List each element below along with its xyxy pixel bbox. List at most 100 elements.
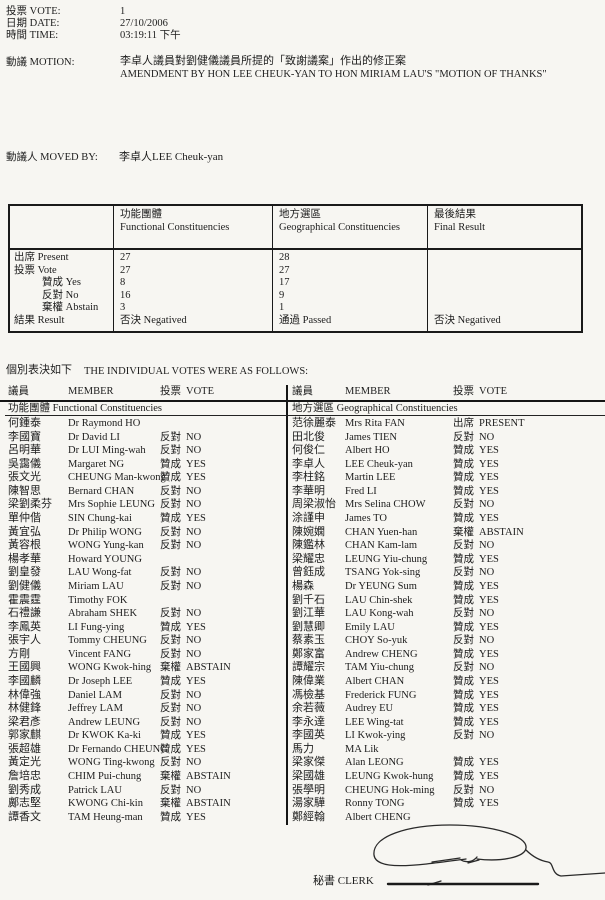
member-name-zh: 楊孝華: [8, 552, 41, 565]
member-vote-row: 湯家驊 Ronny TONG 贊成 YES: [287, 797, 605, 811]
time-label: 時間 TIME:: [6, 30, 59, 41]
member-vote-row: 何鍾泰 Dr Raymond HO: [5, 417, 286, 431]
header-geographical-en: Geographical Constituencies: [279, 221, 401, 233]
member-vote-row: 林健鋒 Jeffrey LAM 反對 NO: [5, 702, 286, 716]
member-vote-row: 黃定光 WONG Ting-kwong 反對 NO: [5, 756, 286, 770]
member-name-zh: 李國麟: [8, 674, 41, 687]
member-name-zh: 單仲偕: [8, 512, 41, 525]
member-vote-en: YES: [186, 811, 206, 823]
member-name-en: CHIM Pui-chung: [68, 771, 142, 783]
member-vote-zh: 反對: [160, 540, 181, 552]
member-col-en-left: MEMBER: [68, 386, 114, 397]
member-vote-zh: 贊成: [453, 771, 474, 783]
member-vote-row: 田北俊 James TIEN 反對 NO: [287, 431, 605, 445]
member-name-en: Mrs Rita FAN: [345, 418, 405, 429]
member-name-zh: 劉皇發: [8, 566, 41, 579]
member-name-en: LAU Kong-wah: [345, 608, 414, 620]
member-vote-en: YES: [479, 798, 499, 810]
geographical-constituencies-subheader: 地方選區 Geographical Constituencies: [288, 402, 605, 416]
member-vote-row: 李鳳英 LI Fung-ying 贊成 YES: [5, 621, 286, 635]
member-name-zh: 林偉強: [8, 688, 41, 701]
member-col-en-right: MEMBER: [345, 386, 391, 397]
member-vote-row: 何俊仁 Albert HO 贊成 YES: [287, 444, 605, 458]
summary-cell-line: 27: [120, 252, 131, 263]
member-name-zh: 劉健儀: [8, 579, 41, 592]
member-name-zh: 張文光: [8, 471, 41, 484]
member-vote-en: NO: [186, 580, 202, 592]
member-name-en: TSANG Yok-sing: [345, 567, 421, 579]
geographical-members-list: 范徐麗泰 Mrs Rita FAN 出席 PRESENT 田北俊 James T…: [287, 417, 605, 824]
member-name-zh: 呂明華: [8, 444, 41, 457]
member-vote-en: NO: [186, 485, 202, 497]
member-name-zh: 蔡素玉: [292, 634, 325, 647]
member-vote-row: 譚耀宗 TAM Yiu-chung 反對 NO: [287, 661, 605, 675]
vote-number-label: 投票 VOTE:: [6, 6, 61, 17]
member-name-zh: 李國英: [292, 729, 325, 742]
member-vote-row: 馬力 MA Lik: [287, 743, 605, 757]
member-vote-row: 鄺志堅 KWONG Chi-kin 棄權 ABSTAIN: [5, 797, 286, 811]
member-vote-en: YES: [186, 621, 206, 633]
member-vote-en: NO: [186, 499, 202, 511]
summary-cell-line: [434, 265, 581, 278]
member-name-zh: 譚耀宗: [292, 661, 325, 674]
member-name-en: Dr YEUNG Sum: [345, 580, 417, 592]
member-name-zh: 周梁淑怡: [292, 498, 336, 511]
member-name-en: Dr Fernando CHEUNG: [68, 743, 168, 755]
member-vote-zh: 贊成: [453, 689, 474, 701]
vote-col-zh-left: 投票: [160, 386, 181, 397]
functional-constituencies-subheader: 功能團體 Functional Constituencies: [5, 402, 289, 416]
summary-header-final: 最後結果 Final Result: [427, 206, 581, 250]
member-name-zh: 陳婉嫻: [292, 525, 325, 538]
member-name-zh: 李鳳英: [8, 620, 41, 633]
member-name-en: TAM Heung-man: [68, 811, 143, 823]
member-name-zh: 林健鋒: [8, 702, 41, 715]
member-vote-en: NO: [479, 540, 495, 552]
member-vote-row: 陳婉嫻 CHAN Yuen-han 棄權 ABSTAIN: [287, 526, 605, 540]
summary-cell-line: 28: [279, 252, 290, 263]
member-name-en: Alan LEONG: [345, 757, 404, 769]
summary-cell-line: 贊成 Yes: [42, 277, 81, 289]
member-name-zh: 余若薇: [292, 702, 325, 715]
individual-votes-heading-en: THE INDIVIDUAL VOTES WERE AS FOLLOWS:: [84, 366, 309, 377]
vote-number-row: 投票 VOTE: 1: [6, 6, 426, 18]
member-name-en: CHOY So-yuk: [345, 635, 408, 647]
member-vote-en: NO: [479, 662, 495, 674]
member-vote-zh: 棄權: [160, 662, 181, 674]
member-vote-zh: 贊成: [453, 703, 474, 715]
member-vote-zh: 棄權: [453, 526, 474, 538]
member-vote-row: 楊森 Dr YEUNG Sum 贊成 YES: [287, 580, 605, 594]
moved-by-value: 李卓人LEE Cheuk-yan: [119, 151, 224, 163]
member-name-zh: 湯家驊: [292, 797, 325, 810]
member-vote-en: NO: [479, 784, 495, 796]
summary-geographical-values: 28 27 17 9 1 通過 Passed: [272, 250, 427, 331]
functional-members-list: 何鍾泰 Dr Raymond HO 李國寶 Dr David LI 反對 NO …: [5, 417, 286, 824]
member-name-zh: 黃宜弘: [8, 525, 41, 538]
member-vote-en: PRESENT: [479, 418, 525, 429]
member-vote-row: 鄭家富 Andrew CHENG 贊成 YES: [287, 648, 605, 662]
member-name-en: Mrs Sophie LEUNG: [68, 499, 155, 511]
member-vote-row: 梁君彥 Andrew LEUNG 反對 NO: [5, 716, 286, 730]
member-name-zh: 曾鈺成: [292, 566, 325, 579]
summary-cell-line: 1: [279, 302, 285, 314]
member-name-en: Dr Joseph LEE: [68, 675, 133, 687]
member-vote-en: ABSTAIN: [186, 771, 231, 783]
member-name-zh: 陳偉業: [292, 674, 325, 687]
member-vote-zh: 反對: [453, 499, 474, 511]
summary-cell-line: 17: [279, 277, 290, 289]
member-name-en: Dr LUI Ming-wah: [68, 445, 146, 457]
member-name-en: LI Fung-ying: [68, 621, 125, 633]
member-name-zh: 方剛: [8, 647, 30, 660]
member-vote-en: YES: [479, 553, 499, 565]
member-name-en: LEE Wing-tat: [345, 716, 404, 728]
member-vote-en: YES: [479, 771, 499, 783]
member-vote-row: 梁劉柔芬 Mrs Sophie LEUNG 反對 NO: [5, 498, 286, 512]
summary-cell-line: 9: [279, 289, 285, 301]
member-vote-zh: 出席: [453, 418, 474, 429]
member-name-en: Fred LI: [345, 485, 377, 497]
member-vote-zh: 反對: [160, 757, 181, 769]
date-label: 日期 DATE:: [6, 18, 60, 29]
member-name-zh: 鄭經翰: [292, 810, 325, 823]
member-name-en: LEUNG Yiu-chung: [345, 553, 428, 565]
member-vote-zh: 贊成: [453, 513, 474, 525]
member-vote-row: 余若薇 Audrey EU 贊成 YES: [287, 702, 605, 716]
